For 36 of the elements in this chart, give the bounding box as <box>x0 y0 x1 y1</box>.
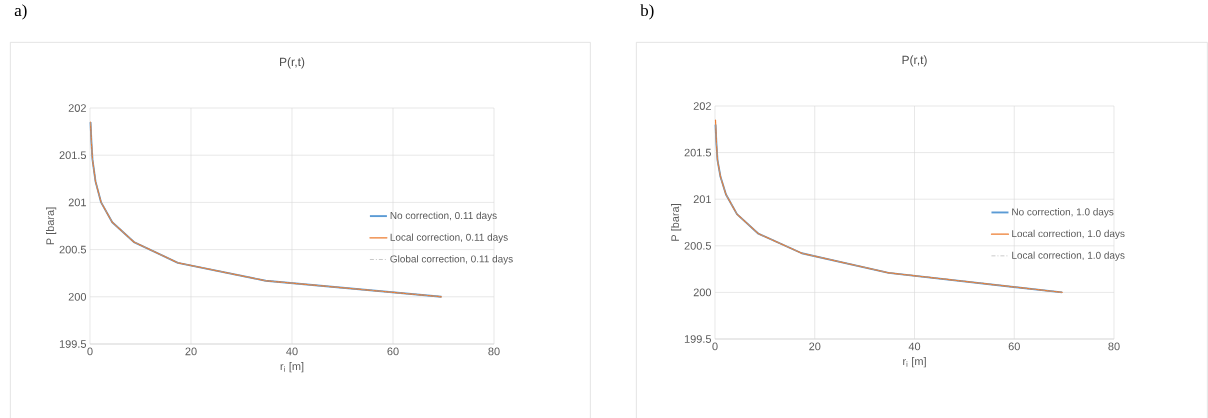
y-tick-label: 201.5 <box>684 148 712 157</box>
x-tick-label: 20 <box>185 347 197 356</box>
x-tick-label: 0 <box>87 347 93 356</box>
y-tick-label: 201 <box>693 195 711 204</box>
y-tick-label: 202 <box>693 102 711 110</box>
x-tick-label: 60 <box>1008 342 1020 351</box>
y-tick-label: 200 <box>693 288 712 297</box>
chart-title: P(r,t) <box>280 57 305 69</box>
x-tick-label: 0 <box>712 342 718 351</box>
legend-label: No correction, 0.11 days <box>390 211 497 222</box>
x-tick-label: 80 <box>488 347 500 356</box>
y-tick-label: 200 <box>68 292 87 301</box>
y-tick-label: 200.5 <box>59 245 87 254</box>
text: b) <box>640 4 654 20</box>
x-tick-label: 60 <box>387 347 399 356</box>
y-tick-label: 202 <box>68 104 86 112</box>
chart-title: P(r,t) <box>902 55 927 67</box>
x-axis-title: r$_{i}$ [m] <box>903 357 926 368</box>
legend-label: No correction, 1.0 days <box>1012 208 1114 218</box>
x-tick-label: 20 <box>809 342 821 351</box>
x-tick-label: 80 <box>1108 342 1120 351</box>
y-tick-label: 201.5 <box>59 151 87 160</box>
y-axis-title: P [bara] <box>46 207 57 245</box>
y-tick-label: 201 <box>68 198 86 207</box>
x-tick-label: 40 <box>286 347 298 356</box>
y-tick-label: 200.5 <box>684 241 712 250</box>
x-axis-title: r$_{i}$ [m] <box>280 362 304 373</box>
y-axis-title: P [bara] <box>671 204 682 241</box>
y-tick-label: 199.5 <box>684 335 712 343</box>
legend-label: Local correction, 0.11 days <box>390 233 508 243</box>
y-tick-label: 199.5 <box>59 340 87 348</box>
legend-label: Global correction, 0.11 days <box>390 255 513 265</box>
legend-label: Local correction, 1.0 days <box>1012 229 1125 240</box>
text: a) <box>14 4 27 20</box>
x-tick-label: 40 <box>908 342 921 351</box>
legend-label: Local correction, 1.0 days <box>1012 251 1125 261</box>
